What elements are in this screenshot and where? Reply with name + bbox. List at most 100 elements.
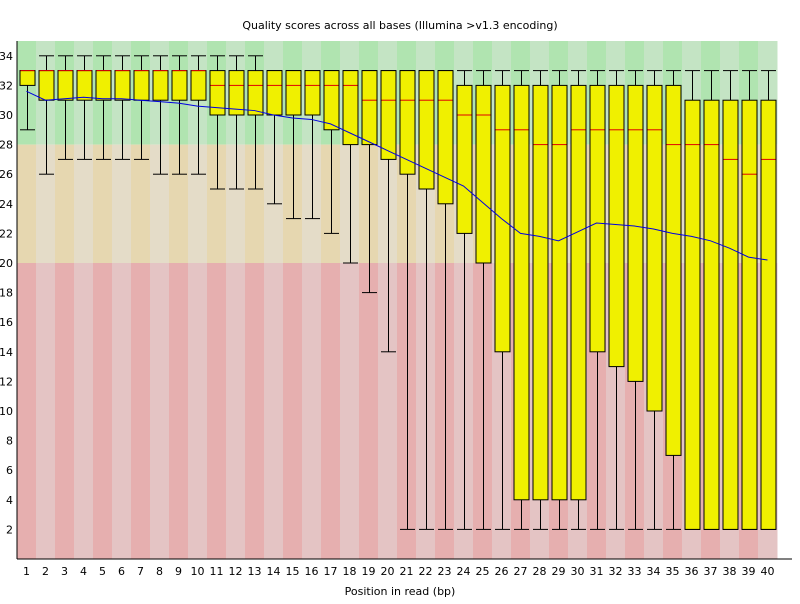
box (589, 84, 606, 353)
x-tick-label: 10 (191, 565, 205, 578)
zone-band (207, 144, 227, 263)
x-tick-label: 14 (267, 565, 281, 578)
box (19, 70, 36, 86)
zone-band (302, 144, 322, 263)
x-tick-label: 24 (457, 565, 471, 578)
y-tick-label: 22 (0, 227, 13, 240)
y-tick-label: 8 (6, 435, 13, 448)
quality-zones (17, 41, 778, 559)
mean-line (26, 90, 768, 261)
zone-band (416, 263, 436, 559)
x-tick-label: 27 (514, 565, 528, 578)
box (494, 84, 511, 353)
box (133, 70, 150, 101)
x-tick-label: 17 (324, 565, 338, 578)
x-tick-label: 8 (156, 565, 163, 578)
x-tick-label: 4 (80, 565, 87, 578)
zone-band (74, 263, 94, 559)
x-tick-label: 11 (210, 565, 224, 578)
box (304, 70, 321, 116)
zone-band (435, 263, 455, 559)
box (456, 84, 473, 234)
zone-band (17, 41, 37, 145)
zone-band (150, 263, 170, 559)
zone-band (55, 144, 75, 263)
x-tick-label: 3 (61, 565, 68, 578)
zone-band (17, 144, 37, 263)
zone-band (131, 263, 151, 559)
chart-title: Quality scores across all bases (Illumin… (242, 19, 557, 32)
box (152, 70, 169, 101)
box (570, 84, 587, 501)
x-tick-label: 2 (42, 565, 49, 578)
y-tick-label: 2 (6, 523, 13, 536)
x-tick-label: 13 (248, 565, 262, 578)
y-tick-label: 34 (0, 50, 13, 63)
zone-band (454, 263, 474, 559)
zone-band (321, 263, 341, 559)
zone-band (169, 144, 189, 263)
zone-band (283, 144, 303, 263)
x-tick-label: 40 (761, 565, 775, 578)
x-tick-label: 7 (137, 565, 144, 578)
zone-band (36, 263, 56, 559)
box (627, 84, 644, 382)
box (323, 70, 340, 131)
x-tick-label: 1 (23, 565, 30, 578)
x-tick-label: 15 (286, 565, 300, 578)
box (38, 70, 55, 101)
x-tick-label: 25 (476, 565, 490, 578)
zone-band (473, 263, 493, 559)
y-tick-label: 14 (0, 346, 13, 359)
x-tick-label: 12 (229, 565, 243, 578)
zone-band (17, 263, 37, 559)
box (722, 99, 739, 530)
zone-band (93, 263, 113, 559)
x-tick-label: 16 (305, 565, 319, 578)
x-tick-label: 18 (343, 565, 357, 578)
x-tick-label: 32 (609, 565, 623, 578)
x-tick-label: 39 (742, 565, 756, 578)
x-tick-label: 30 (571, 565, 585, 578)
x-tick-label: 34 (647, 565, 661, 578)
box (437, 70, 454, 205)
zone-band (397, 263, 417, 559)
x-tick-label: 37 (704, 565, 718, 578)
zone-band (378, 263, 398, 559)
box (57, 70, 74, 101)
zone-band (378, 144, 398, 263)
zone-band (359, 144, 379, 263)
zone-band (340, 144, 360, 263)
box (209, 70, 226, 116)
zone-band (112, 144, 132, 263)
x-tick-label: 19 (362, 565, 376, 578)
zone-band (131, 144, 151, 263)
zone-band (226, 144, 246, 263)
y-tick-label: 26 (0, 168, 13, 181)
box (608, 84, 625, 368)
box (171, 70, 188, 101)
x-tick-label: 35 (666, 565, 680, 578)
boxes (19, 55, 777, 530)
x-tick-label: 38 (723, 565, 737, 578)
zone-band (359, 263, 379, 559)
zone-band (74, 144, 94, 263)
box (551, 84, 568, 501)
zone-band (55, 263, 75, 559)
box (76, 70, 93, 101)
box (95, 70, 112, 101)
y-tick-label: 32 (0, 79, 13, 92)
zone-band (150, 144, 170, 263)
box (380, 70, 397, 160)
box (285, 70, 302, 116)
zone-band (188, 144, 208, 263)
box (760, 99, 777, 530)
x-tick-label: 22 (419, 565, 433, 578)
zone-band (245, 263, 265, 559)
zone-band (93, 144, 113, 263)
x-tick-label: 31 (590, 565, 604, 578)
box (513, 84, 530, 501)
box (247, 70, 264, 116)
